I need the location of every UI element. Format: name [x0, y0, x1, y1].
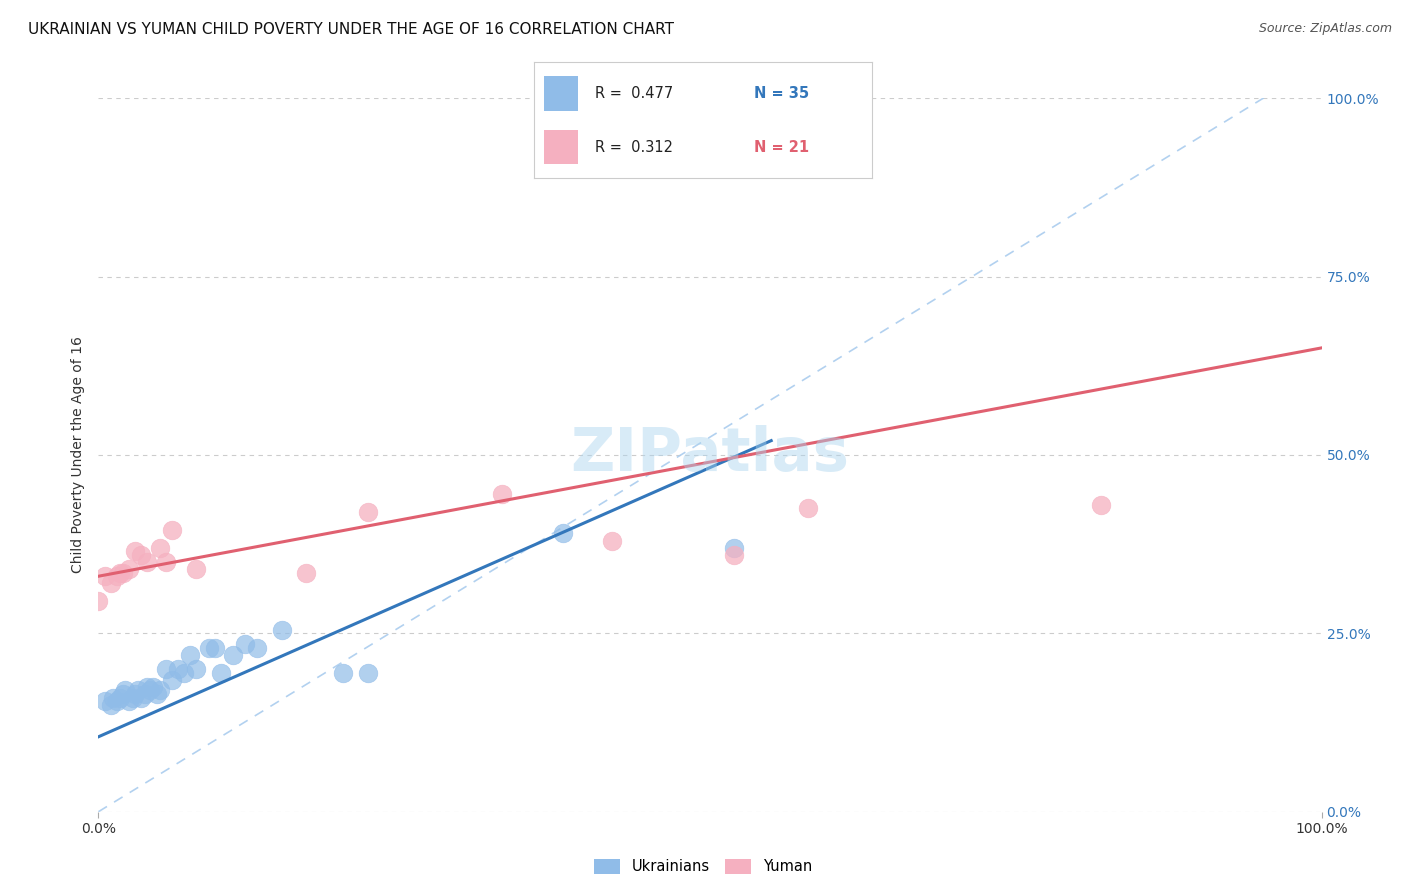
Point [110, 566, 132, 580]
Text: R =  0.312: R = 0.312 [595, 139, 682, 154]
Text: R =  0.477: R = 0.477 [595, 87, 682, 102]
Point [100, 576, 122, 591]
Point [797, 501, 820, 516]
Point [101, 690, 124, 705]
Point [356, 665, 378, 680]
Point [121, 690, 143, 705]
Point [149, 541, 172, 555]
Point [93, 569, 115, 583]
Point [197, 640, 219, 655]
Point [246, 640, 269, 655]
Point [186, 662, 208, 676]
Point [100, 698, 122, 712]
Point [134, 687, 156, 701]
Point [129, 690, 152, 705]
Point [173, 665, 195, 680]
Point [124, 687, 146, 701]
Point [723, 541, 745, 555]
Point [160, 523, 183, 537]
Point [139, 683, 162, 698]
Point [167, 662, 190, 676]
Legend: Ukrainians, Yuman: Ukrainians, Yuman [588, 853, 818, 880]
Point [136, 555, 159, 569]
Point [356, 505, 378, 519]
Point [295, 566, 318, 580]
Point [222, 648, 245, 662]
Point [111, 687, 134, 701]
Point [204, 640, 226, 655]
Point [142, 680, 165, 694]
Point [124, 544, 146, 558]
Point [129, 548, 152, 562]
Y-axis label: Child Poverty Under the Age of 16: Child Poverty Under the Age of 16 [72, 336, 86, 574]
Point [179, 648, 201, 662]
Text: Source: ZipAtlas.com: Source: ZipAtlas.com [1258, 22, 1392, 36]
Point [600, 533, 623, 548]
Point [149, 683, 172, 698]
Text: UKRAINIAN VS YUMAN CHILD POVERTY UNDER THE AGE OF 16 CORRELATION CHART: UKRAINIAN VS YUMAN CHILD POVERTY UNDER T… [28, 22, 673, 37]
Text: N = 21: N = 21 [754, 139, 808, 154]
Point [332, 665, 354, 680]
Point [111, 566, 134, 580]
Point [553, 526, 575, 541]
Text: N = 35: N = 35 [754, 87, 808, 102]
Point [93, 694, 115, 708]
Point [146, 687, 169, 701]
Point [270, 623, 294, 637]
Point [136, 680, 159, 694]
Point [118, 562, 141, 576]
Text: ZIPatlas: ZIPatlas [571, 425, 849, 484]
Point [723, 548, 745, 562]
Point [105, 694, 128, 708]
Point [160, 673, 183, 687]
Point [118, 694, 141, 708]
Bar [544, 77, 578, 112]
Point [491, 487, 513, 501]
Point [186, 562, 208, 576]
Point [105, 569, 128, 583]
Point [155, 662, 177, 676]
Point [233, 637, 256, 651]
Point [127, 683, 149, 698]
Bar [544, 129, 578, 164]
Point [209, 665, 232, 680]
Point [87, 594, 110, 608]
Point [110, 690, 132, 705]
Point [1090, 498, 1112, 512]
Point [155, 555, 177, 569]
Point [114, 683, 136, 698]
